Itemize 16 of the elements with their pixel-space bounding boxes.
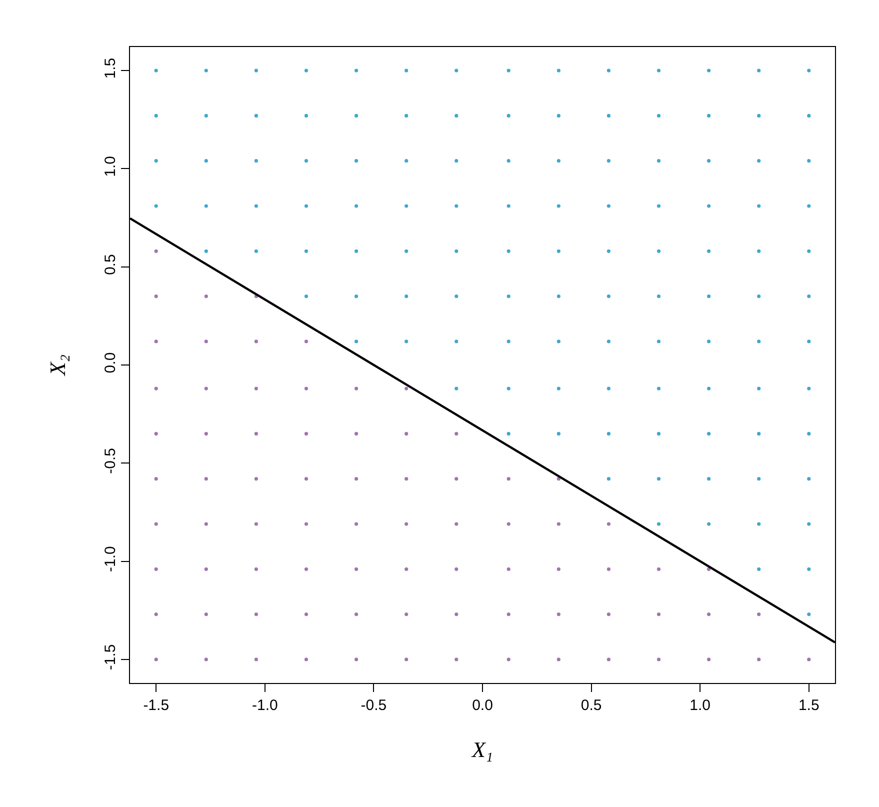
x-tick-label: 1.5 [798, 697, 820, 714]
y-axis-title: X₂ [44, 354, 70, 377]
x-tick-label: -1.5 [143, 697, 170, 714]
y-tick-label: 1.0 [102, 156, 119, 177]
x-tick-label: 0.0 [472, 697, 493, 714]
y-tick-label: -0.5 [102, 448, 119, 474]
x-axis-title: X₁ [470, 736, 494, 762]
x-tick-label: 0.5 [580, 697, 602, 714]
x-tick-label: 1.0 [690, 697, 711, 714]
y-tick-label: 0.0 [102, 352, 119, 374]
y-tick-label: 1.5 [102, 58, 119, 79]
x-tick-label: -0.5 [360, 697, 387, 714]
y-tick-label: -1.0 [102, 546, 119, 572]
y-tick-label: -1.5 [102, 644, 119, 670]
x-tick-label: -1.0 [252, 697, 278, 714]
y-tick-label: 0.5 [102, 254, 119, 276]
